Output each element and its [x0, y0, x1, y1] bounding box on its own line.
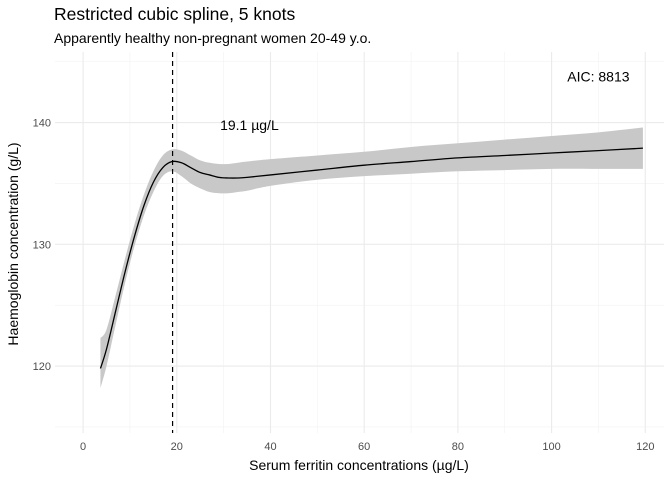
threshold-annotation: 19.1 µg/L — [220, 117, 279, 133]
x-tick-label: 60 — [358, 441, 370, 453]
y-tick-label: 140 — [33, 118, 51, 130]
y-tick-label: 120 — [33, 361, 51, 373]
aic-annotation: AIC: 8813 — [567, 68, 629, 84]
fit-line-layer — [100, 148, 642, 368]
x-tick-label: 80 — [452, 441, 464, 453]
x-axis-title: Serum ferritin concentrations (µg/L) — [249, 457, 469, 473]
x-tick-label: 0 — [80, 441, 86, 453]
minor-gridlines — [55, 52, 664, 433]
spline-fit-line — [100, 148, 642, 368]
confidence-band-layer — [100, 127, 642, 387]
x-tick-label: 20 — [171, 441, 183, 453]
y-tick-label: 130 — [33, 239, 51, 251]
annotations: 19.1 µg/L AIC: 8813 — [220, 68, 630, 133]
x-tick-label: 120 — [636, 441, 654, 453]
x-tick-label: 40 — [264, 441, 276, 453]
major-gridlines — [55, 52, 664, 433]
confidence-band — [100, 127, 642, 387]
x-tick-label: 100 — [542, 441, 560, 453]
y-axis-title: Haemoglobin concentration (g/L) — [5, 142, 21, 345]
